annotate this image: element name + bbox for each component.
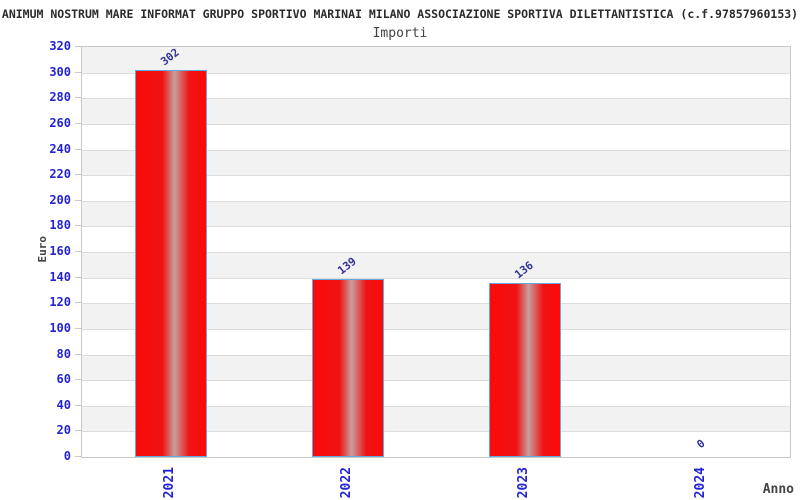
y-axis-tick-label: 260 [49, 115, 71, 130]
y-axis-tick-label: 180 [49, 218, 71, 233]
gridline [82, 123, 790, 125]
y-tick-mark [75, 353, 81, 355]
y-tick-mark [75, 174, 81, 176]
gridline [82, 252, 790, 253]
gridline [82, 328, 790, 330]
bar [134, 70, 207, 457]
y-tick-mark [75, 225, 81, 227]
gridline [82, 405, 790, 407]
y-axis-tick-label: 280 [49, 90, 71, 105]
plot-band [82, 47, 790, 73]
gridline [82, 72, 790, 74]
y-tick-mark [75, 122, 81, 124]
y-tick-mark [75, 199, 81, 201]
y-axis-tick-label: 80 [56, 346, 71, 361]
y-axis-tick-label: 120 [49, 295, 71, 310]
plot-area [81, 46, 791, 458]
x-axis-year-label: 2021 [161, 467, 177, 499]
gridline [82, 226, 790, 228]
y-axis-tick-label: 140 [49, 269, 71, 284]
y-axis-tick-label: 60 [56, 372, 71, 387]
y-tick-mark [75, 327, 81, 329]
y-axis-tick-label: 20 [56, 423, 71, 438]
y-tick-mark [75, 379, 81, 381]
chart-title: ANIMUM NOSTRUM MARE INFORMAT GRUPPO SPOR… [1, 7, 799, 21]
y-tick-mark [75, 46, 81, 47]
y-tick-mark [75, 148, 81, 150]
x-axis-year-label: 2022 [338, 467, 354, 499]
gridline [82, 175, 790, 177]
x-axis-title: Anno [762, 482, 794, 497]
gridline [82, 431, 790, 433]
bar [488, 282, 561, 457]
y-axis-tick-label: 0 [63, 449, 71, 463]
x-axis-year-label: 2023 [515, 467, 531, 499]
y-tick-mark [75, 276, 81, 278]
gridline [82, 200, 790, 202]
y-tick-mark [75, 302, 81, 304]
gridline [82, 303, 790, 305]
y-tick-mark [75, 97, 81, 99]
y-tick-mark [75, 430, 81, 432]
y-axis-tick-label: 320 [49, 39, 71, 53]
chart-subtitle: Importi [372, 26, 428, 41]
y-tick-mark [75, 456, 81, 457]
y-tick-mark [75, 251, 81, 252]
gridline [82, 277, 790, 279]
y-tick-mark [75, 404, 81, 406]
gridline [82, 380, 790, 382]
y-axis-tick-label: 300 [49, 64, 71, 79]
y-axis-tick-label: 240 [49, 141, 71, 156]
bar [311, 278, 384, 457]
y-axis-tick-label: 40 [56, 397, 71, 412]
x-axis-year-label: 2024 [692, 467, 708, 499]
y-axis-tick-label: 100 [49, 320, 71, 335]
y-tick-mark [75, 71, 81, 73]
y-axis-tick-label: 200 [49, 192, 71, 207]
gridline [82, 98, 790, 100]
y-axis-tick-label: 160 [49, 244, 71, 258]
gridline [82, 149, 790, 151]
y-axis-title: Euro [36, 236, 49, 263]
y-axis-tick-label: 220 [49, 167, 71, 182]
gridline [82, 354, 790, 356]
